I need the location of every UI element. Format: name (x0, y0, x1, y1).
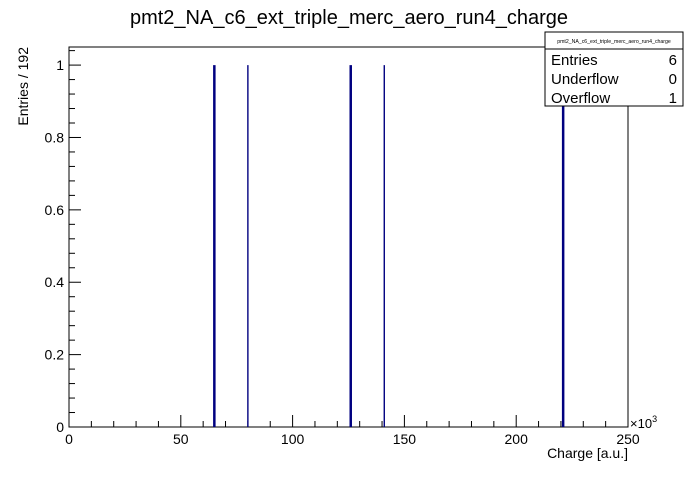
y-tick-label: 0.4 (45, 274, 65, 290)
chart-title: pmt2_NA_c6_ext_triple_merc_aero_run4_cha… (130, 7, 568, 29)
plot-frame (68, 46, 629, 428)
y-axis-label: Entries / 192 (15, 47, 31, 126)
stats-entries-label: Entries (551, 52, 598, 69)
stats-entries-value: 6 (669, 52, 677, 69)
y-axis-tick-labels: 0 0.2 0.4 0.6 0.8 1 (45, 57, 65, 435)
x-axis-label: Charge [a.u.] (547, 445, 628, 461)
stats-box-title: pmt2_NA_c6_ext_triple_merc_aero_run4_cha… (557, 39, 671, 45)
y-tick-label: 0.6 (45, 202, 65, 218)
y-tick-label: 0 (56, 419, 64, 435)
stats-underflow-value: 0 (669, 71, 677, 88)
stats-underflow-label: Underflow (551, 71, 619, 88)
x-exponent-label: ×103 (630, 414, 657, 431)
x-axis-tick-labels: 0 50 100 150 200 250 (65, 431, 640, 447)
stats-box: pmt2_NA_c6_ext_triple_merc_aero_run4_cha… (544, 31, 684, 107)
x-tick-label: 200 (505, 431, 529, 447)
y-axis-ticks (69, 50, 81, 428)
x-exponent-power: 3 (652, 414, 657, 424)
x-tick-label: 250 (616, 431, 640, 447)
x-tick-label: 0 (65, 431, 73, 447)
x-exponent-base: ×10 (630, 416, 652, 431)
x-tick-label: 100 (281, 431, 305, 447)
histogram-bars (213, 65, 565, 427)
x-tick-label: 50 (173, 431, 189, 447)
y-tick-label: 1 (56, 57, 64, 73)
x-axis-ticks (68, 415, 629, 427)
x-tick-label: 150 (393, 431, 417, 447)
stats-overflow-value: 1 (669, 90, 677, 107)
stats-overflow-label: Overflow (551, 90, 610, 107)
stats-box-frame (544, 31, 684, 107)
y-tick-label: 0.2 (45, 347, 65, 363)
y-tick-label: 0.8 (45, 129, 65, 145)
